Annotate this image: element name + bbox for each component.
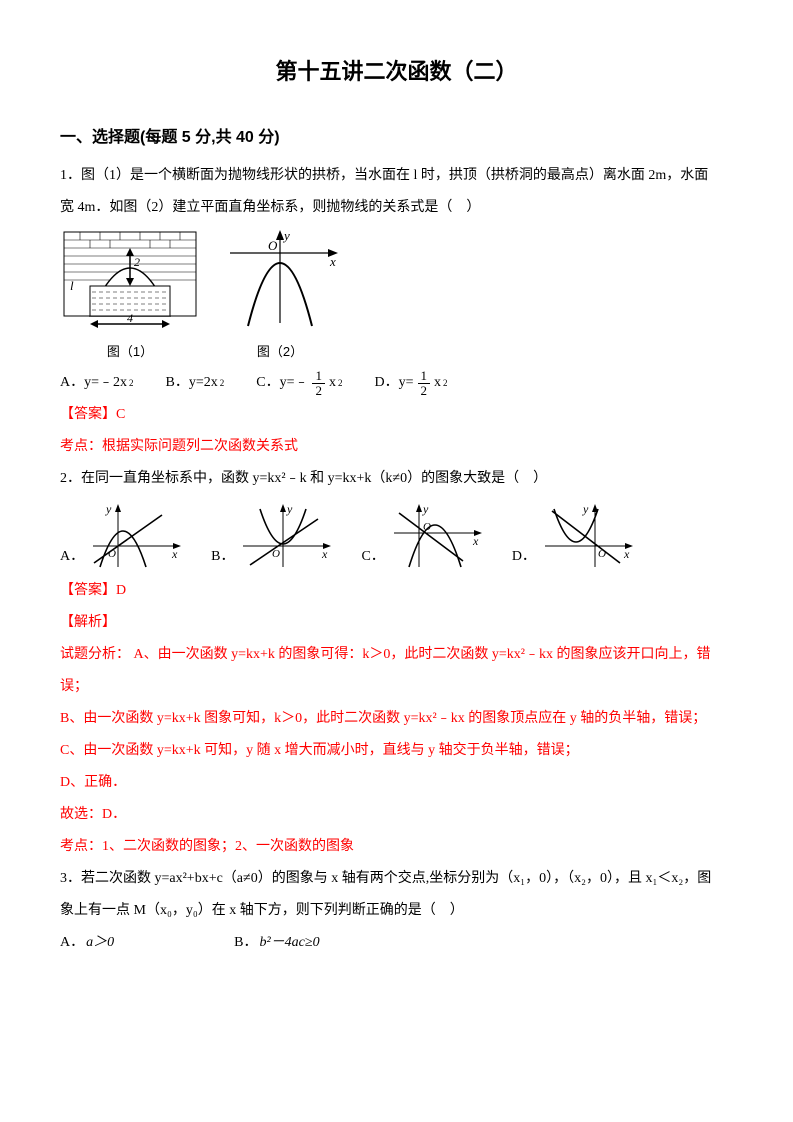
section-heading: 一、选择题(每题 5 分,共 40 分) bbox=[60, 122, 733, 154]
q3-option-b: B． b²－4ac≥0 bbox=[234, 929, 319, 957]
svg-text:O: O bbox=[268, 238, 278, 253]
q3-options: A． a＞0 B． b²－4ac≥0 bbox=[60, 929, 733, 957]
bridge-arch-icon: 2 l 4 bbox=[60, 228, 200, 328]
svg-text:4: 4 bbox=[127, 311, 133, 325]
svg-text:y: y bbox=[282, 228, 290, 243]
svg-text:2: 2 bbox=[134, 255, 140, 269]
q2-analysis-conclusion: 故选：D． bbox=[60, 801, 733, 829]
page-title: 第十五讲二次函数（二） bbox=[60, 50, 733, 94]
q1-figure-1: 2 l 4 图（1） bbox=[60, 228, 200, 365]
fig1-caption: 图（1） bbox=[60, 339, 200, 365]
q1-option-d: D．y= 12 x2 bbox=[374, 369, 447, 397]
svg-text:x: x bbox=[321, 547, 328, 561]
q1-option-c: C．y=﹣ 12 x2 bbox=[256, 369, 342, 397]
graph-c-icon: y x O bbox=[389, 501, 484, 571]
fig2-caption: 图（2） bbox=[220, 339, 340, 365]
svg-text:x: x bbox=[171, 547, 178, 561]
q1-stem-line2: 宽 4m．如图（2）建立平面直角坐标系，则抛物线的关系式是（ ） bbox=[60, 194, 733, 222]
q1-options: A．y=﹣2x2 B．y=2x2 C．y=﹣ 12 x2 D．y= 12 x2 bbox=[60, 369, 733, 397]
q1-stem-line1: 1．图（1）是一个横断面为抛物线形状的拱桥，当水面在 l 时，拱顶（拱桥洞的最高… bbox=[60, 162, 733, 190]
q1-topic: 考点：根据实际问题列二次函数关系式 bbox=[60, 433, 733, 461]
q1-answer: 【答案】C bbox=[60, 401, 733, 429]
svg-text:y: y bbox=[422, 502, 429, 516]
q2-option-b: B． y x O bbox=[211, 501, 333, 571]
q3-stem-line2: 象上有一点 M（x₀，y₀）在 x 轴下方，则下列判断正确的是（ ） bbox=[60, 897, 733, 925]
graph-a-icon: y x O bbox=[88, 501, 183, 571]
svg-text:x: x bbox=[472, 534, 479, 548]
svg-text:x: x bbox=[623, 547, 630, 561]
q2-option-a: A． y x O bbox=[60, 501, 183, 571]
graph-d-icon: y x O bbox=[540, 501, 635, 571]
parabola-axes-icon: y x O bbox=[220, 228, 340, 328]
svg-text:y: y bbox=[286, 502, 293, 516]
svg-text:x: x bbox=[329, 254, 336, 269]
graph-b-icon: y x O bbox=[238, 501, 333, 571]
q3-option-a: A． a＞0 bbox=[60, 929, 114, 957]
q2-options: A． y x O B． y x O C． bbox=[60, 501, 733, 571]
q2-option-d: D． y x O bbox=[512, 501, 635, 571]
q2-analysis-b: B、由一次函数 y=kx+k 图象可知，k＞0，此时二次函数 y=kx²﹣kx … bbox=[60, 705, 733, 733]
q2-answer: 【答案】D bbox=[60, 577, 733, 605]
q1-option-b: B．y=2x2 bbox=[166, 369, 225, 397]
q2-jiexi-label: 【解析】 bbox=[60, 609, 733, 637]
q2-analysis-a1: 试题分析： A、由一次函数 y=kx+k 的图象可得：k＞0，此时二次函数 y=… bbox=[60, 641, 733, 669]
svg-text:y: y bbox=[582, 502, 589, 516]
q3-stem-line1: 3．若二次函数 y=ax²+bx+c（a≠0）的图象与 x 轴有两个交点,坐标分… bbox=[60, 865, 733, 893]
q1-option-a: A．y=﹣2x2 bbox=[60, 369, 134, 397]
q2-topic: 考点：1、二次函数的图象；2、一次函数的图象 bbox=[60, 833, 733, 861]
q2-option-c: C． y x O bbox=[361, 501, 483, 571]
q2-analysis-a1b: 误； bbox=[60, 673, 733, 701]
q2-analysis-d: D、正确． bbox=[60, 769, 733, 797]
svg-text:y: y bbox=[105, 502, 112, 516]
q2-analysis-c: C、由一次函数 y=kx+k 可知，y 随 x 增大而减小时，直线与 y 轴交于… bbox=[60, 737, 733, 765]
q1-figure-2: y x O 图（2） bbox=[220, 228, 340, 365]
q2-stem: 2．在同一直角坐标系中，函数 y=kx²﹣k 和 y=kx+k（k≠0）的图象大… bbox=[60, 465, 733, 493]
q1-figures: 2 l 4 图（1） y x O 图（2） bbox=[60, 228, 733, 365]
svg-text:l: l bbox=[70, 278, 74, 293]
